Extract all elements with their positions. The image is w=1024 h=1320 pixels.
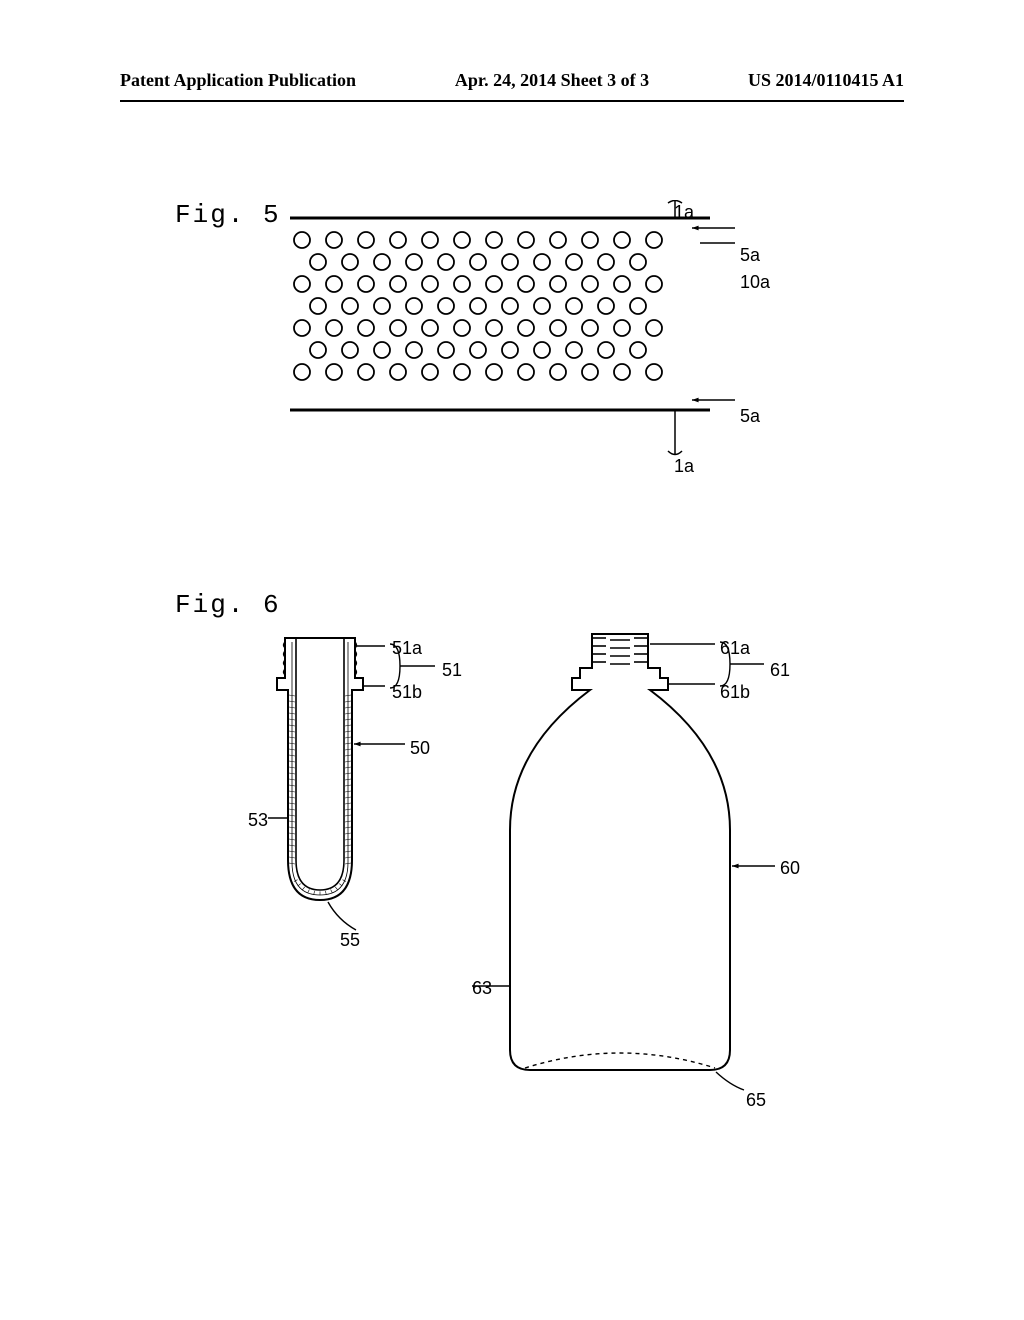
header-rule — [120, 100, 904, 102]
ref-bot-5a: 5a — [740, 406, 760, 427]
ref-60: 60 — [780, 858, 800, 879]
fig5-diagram — [280, 200, 840, 480]
fig6-label: Fig. 6 — [175, 590, 281, 620]
ref-61: 61 — [770, 660, 790, 681]
ref-61a: 61a — [720, 638, 750, 659]
header-left: Patent Application Publication — [120, 70, 356, 91]
ref-50: 50 — [410, 738, 430, 759]
fig6-svg — [220, 620, 880, 1140]
fig5-svg — [280, 200, 840, 480]
header-right: US 2014/0110415 A1 — [748, 70, 904, 91]
fig6-diagram — [220, 620, 880, 1140]
ref-55: 55 — [340, 930, 360, 951]
ref-51b: 51b — [392, 682, 422, 703]
ref-bot-1a: 1a — [674, 456, 694, 477]
ref-63: 63 — [472, 978, 492, 999]
ref-53: 53 — [248, 810, 268, 831]
ref-10a: 10a — [740, 272, 770, 293]
ref-61b: 61b — [720, 682, 750, 703]
fig5-label: Fig. 5 — [175, 200, 281, 230]
ref-51: 51 — [442, 660, 462, 681]
header-center: Apr. 24, 2014 Sheet 3 of 3 — [455, 70, 649, 91]
ref-65: 65 — [746, 1090, 766, 1111]
page-header: Patent Application Publication Apr. 24, … — [0, 70, 1024, 91]
ref-51a: 51a — [392, 638, 422, 659]
ref-top-5a: 5a — [740, 245, 760, 266]
ref-top-1a: 1a — [674, 202, 694, 223]
